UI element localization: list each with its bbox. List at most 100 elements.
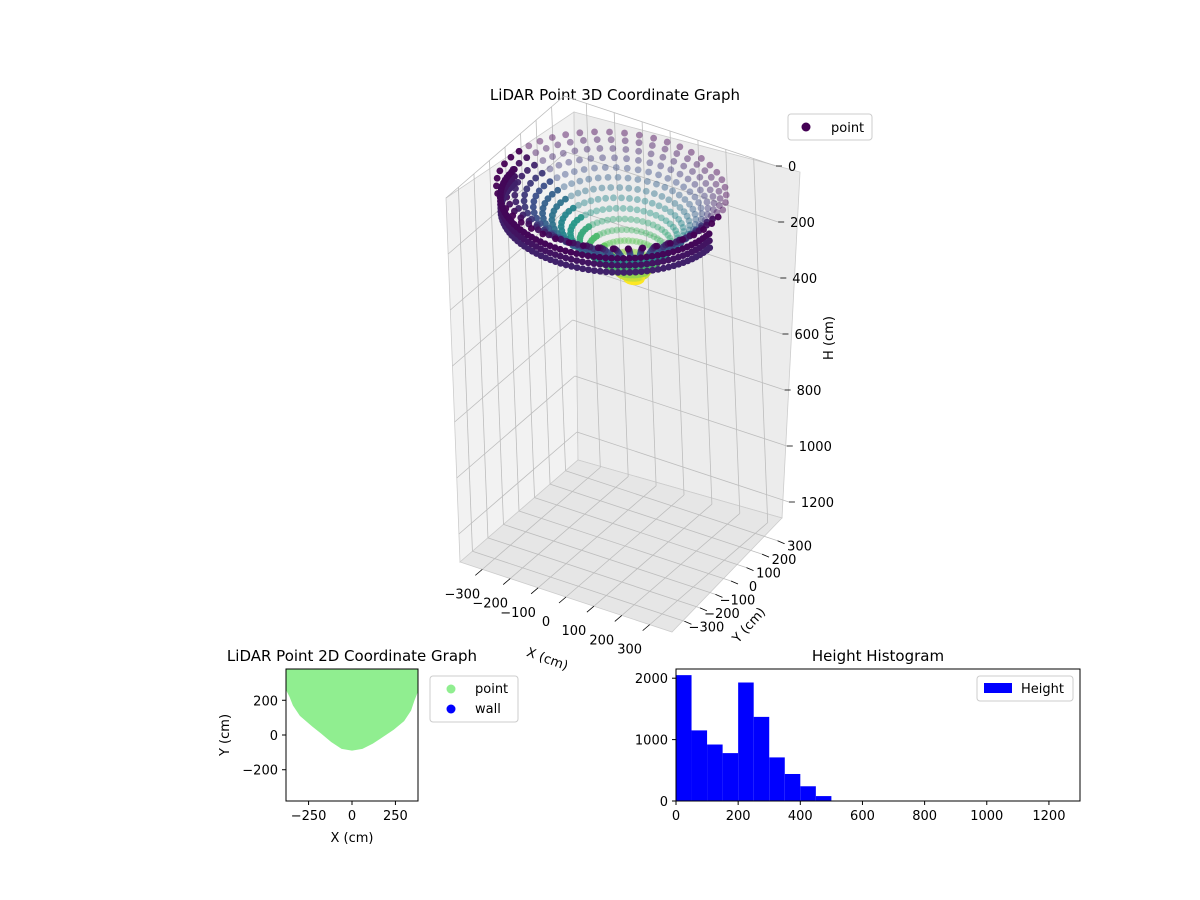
point-3d — [608, 254, 615, 262]
point-3d — [680, 228, 688, 235]
point-3d — [642, 187, 650, 195]
x-tick-label-3d: −200 — [472, 597, 508, 612]
point-3d — [623, 164, 631, 172]
histogram-bar — [738, 682, 754, 801]
h-tick-label-3d: 200 — [790, 216, 815, 231]
y-tick-3d — [715, 594, 723, 598]
point-3d — [559, 149, 567, 157]
point-3d — [700, 226, 707, 233]
point-3d — [626, 261, 633, 269]
point-3d — [584, 259, 592, 267]
histogram-legend: Height — [976, 675, 1074, 702]
point-3d — [691, 221, 699, 228]
histogram-bar — [676, 675, 692, 801]
point-3d — [594, 244, 602, 252]
histogram-title: Height Histogram — [812, 647, 944, 665]
y-tick-label-hist: 2000 — [635, 672, 668, 687]
point-3d — [554, 141, 562, 149]
h-tick-label-3d: 400 — [792, 272, 817, 287]
point-3d — [666, 239, 674, 247]
y-tick-label-2d: 200 — [253, 694, 278, 709]
point-3d — [686, 221, 694, 229]
point-3d — [527, 179, 534, 187]
point-3d — [643, 260, 651, 268]
point-3d — [613, 237, 621, 245]
grid-line-h — [456, 375, 576, 479]
point-3d — [640, 207, 648, 215]
point-3d — [536, 137, 544, 145]
point-3d — [633, 227, 641, 235]
point-3d — [625, 237, 632, 245]
point-3d — [676, 170, 684, 178]
point-3d — [634, 186, 642, 193]
histogram-legend-swatch — [984, 683, 1012, 693]
point-3d — [593, 219, 601, 227]
point-3d — [696, 186, 704, 194]
axes-3d: −300−200−1000100200300−300−200−100010020… — [444, 160, 834, 658]
point-3d — [557, 252, 564, 260]
ticks-2d: −250 0 250 −200 0 200 — [242, 694, 408, 824]
point-3d — [605, 205, 613, 213]
point-cloud-3d — [493, 128, 730, 286]
point-3d — [525, 142, 533, 150]
x-tick-label-3d: 200 — [589, 633, 614, 648]
grid-line-h — [566, 151, 779, 223]
grid-line-y — [487, 537, 701, 609]
point-3d — [621, 129, 628, 137]
point-3d — [606, 239, 614, 247]
point-3d — [555, 161, 563, 169]
point-3d — [575, 201, 582, 209]
point-region-2d — [286, 669, 418, 751]
point-3d — [619, 255, 627, 262]
grid-line-h — [454, 319, 573, 423]
point-3d — [557, 259, 565, 267]
grid-line-y — [473, 173, 489, 538]
x-tick-label-hist: 600 — [850, 809, 875, 824]
point-3d — [599, 206, 607, 214]
point-3d — [523, 167, 531, 174]
point-3d — [639, 218, 647, 225]
point-3d — [633, 196, 641, 203]
point-3d — [624, 174, 632, 182]
point-3d — [650, 134, 658, 142]
legend-3d-label: point — [831, 121, 864, 136]
point-3d — [614, 268, 622, 276]
point-3d — [657, 214, 665, 222]
histogram-bar — [769, 757, 785, 801]
point-3d — [535, 187, 543, 195]
legend-2d-wall-label: wall — [475, 702, 501, 717]
floor-pane — [459, 459, 783, 633]
point-3d — [591, 164, 598, 172]
point-3d — [570, 168, 578, 175]
point-3d — [707, 173, 715, 181]
point-3d — [608, 227, 616, 235]
point-3d — [622, 146, 630, 153]
point-3d — [548, 134, 556, 141]
point-3d — [596, 253, 604, 261]
point-3d — [654, 223, 662, 231]
point-3d — [664, 174, 672, 182]
point-3d — [697, 204, 705, 212]
point-3d — [631, 261, 639, 269]
point-3d — [523, 185, 531, 193]
grid-line-h — [572, 319, 785, 391]
histogram-legend-label: Height — [1021, 682, 1064, 697]
point-3d — [660, 264, 667, 272]
point-3d — [648, 252, 656, 260]
point-3d — [701, 167, 709, 175]
point-3d — [692, 215, 700, 223]
point-3d — [609, 238, 617, 246]
y-tick-3d — [761, 553, 770, 558]
point-3d — [670, 157, 678, 165]
point-3d — [689, 168, 696, 175]
point-cloud-2d — [286, 669, 418, 751]
point-3d — [521, 203, 529, 211]
h-tick-label-3d: 800 — [797, 384, 822, 399]
y-tick-label-3d: 100 — [756, 567, 781, 582]
y-tick-label-3d: −300 — [689, 620, 725, 635]
point-3d — [542, 144, 550, 152]
point-3d — [685, 217, 693, 225]
point-3d — [589, 221, 597, 228]
point-3d — [669, 223, 677, 231]
point-3d — [646, 209, 654, 217]
